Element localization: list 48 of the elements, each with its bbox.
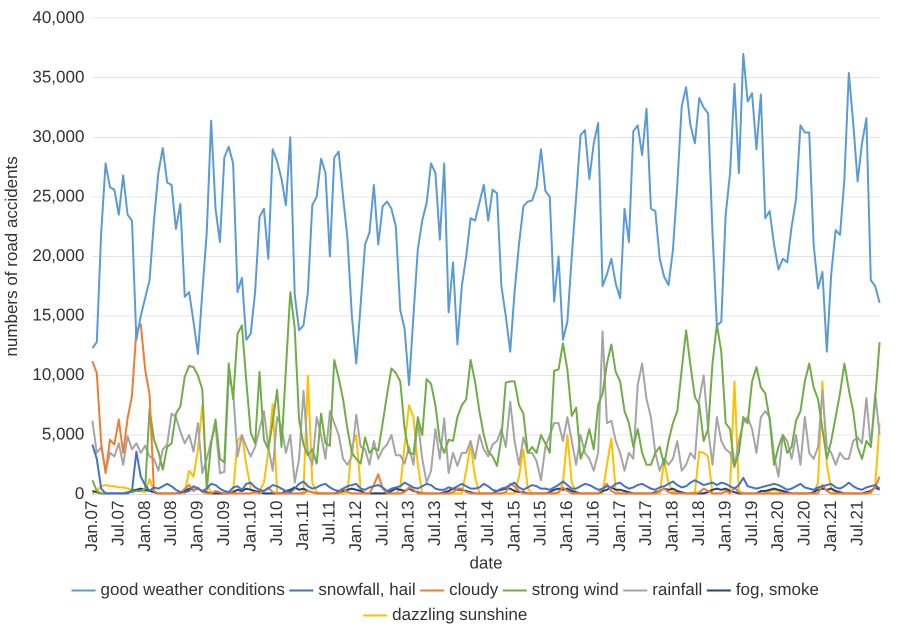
x-tick-label: Jul.09 [214,500,234,546]
legend-label: snowfall, hail [318,580,416,600]
y-tick-label: 40,000 [32,8,84,27]
legend-label: cloudy [449,580,499,600]
x-tick-label: Jul.21 [847,500,866,546]
x-tick-label: Jan.18 [662,500,682,552]
x-tick-label: Jul.19 [742,500,761,546]
legend-label: fog, smoke [736,580,819,600]
x-tick-label: Jan.21 [820,500,840,552]
y-tick-label: 25,000 [32,186,84,206]
x-tick-label: Jul.14 [478,500,497,546]
y-tick-label: 0 [74,484,84,504]
y-tick-label: 20,000 [32,246,84,266]
x-tick-label: Jul.20 [794,500,814,546]
x-tick-label: Jan.14 [452,500,470,552]
x-tick-label: Jan.10 [240,500,260,552]
y-tick-label: 15,000 [32,306,84,325]
x-tick-label: Jan.11 [293,500,312,550]
x-tick-label: Jul.11 [320,500,339,545]
x-tick-label: Jul.10 [266,500,286,546]
x-tick-label: Jan.17 [610,500,629,552]
y-tick-label: 35,000 [32,67,84,86]
y-axis-title: numbers of road accidents [2,156,21,357]
x-axis-title: date [469,553,503,572]
x-tick-label: Jan.20 [768,500,788,552]
x-tick-label: Jul.16 [583,500,602,546]
x-tick-label: Jul.12 [372,500,392,546]
x-tick-label: Jul.08 [161,500,180,546]
legend-label: strong wind [532,580,619,600]
x-tick-label: Jan.19 [715,500,734,552]
legend-label: rainfall [652,580,702,600]
y-tick-label: 10,000 [32,365,84,384]
x-tick-label: Jan.09 [188,500,207,552]
x-tick-label: Jan.16 [557,500,576,552]
y-tick-label: 5,000 [42,424,84,444]
x-tick-label: Jan.08 [134,500,154,552]
x-tick-label: Jan.12 [346,500,365,552]
x-tick-label: Jan.07 [82,500,102,552]
x-tick-label: Jan.15 [504,500,524,552]
x-tick-label: Jul.07 [108,500,128,546]
x-tick-label: Jul.15 [530,500,550,546]
x-tick-label: Jan.13 [398,500,418,552]
x-tick-label: Jul.13 [425,500,444,546]
x-tick-label: Jul.18 [688,500,708,546]
x-tick-label: Jul.17 [636,500,656,546]
legend-label: good weather conditions [100,580,285,600]
y-tick-label: 30,000 [32,126,84,146]
legend-label: dazzling sunshine [392,605,528,624]
